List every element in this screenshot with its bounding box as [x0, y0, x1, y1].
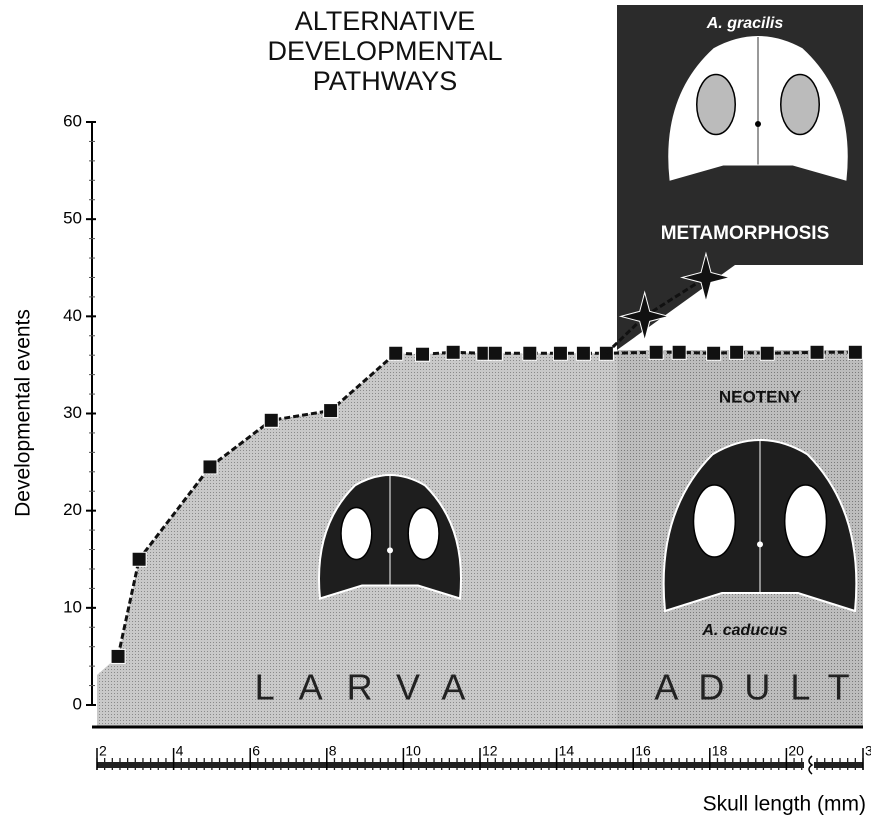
skull-orbit — [785, 485, 827, 557]
y-tick-label: 10 — [63, 597, 82, 616]
skull-foramen — [757, 541, 763, 547]
square-marker — [488, 346, 502, 360]
square-marker — [848, 345, 862, 359]
caducus-label: A. caducus — [701, 622, 787, 639]
x-tick-label: 16 — [635, 743, 651, 759]
square-marker — [707, 346, 721, 360]
larva-label: LARVA — [255, 667, 490, 708]
y-tick-label: 0 — [73, 694, 82, 713]
square-marker — [264, 413, 278, 427]
skull-orbit — [408, 508, 439, 560]
page: 0 10 20 30 40 50 60 Developmental events 2 4 6 8 10 1… — [0, 0, 871, 824]
square-marker — [111, 649, 125, 663]
x-tick-label: 30 — [865, 743, 871, 759]
x-tick-label: 14 — [559, 743, 575, 759]
square-marker — [810, 345, 824, 359]
y-axis-label: Developmental events — [12, 309, 35, 517]
x-tick-label: 20 — [788, 743, 804, 759]
skull-orbit — [781, 75, 820, 135]
skull-foramen — [387, 547, 393, 553]
square-marker — [446, 345, 460, 359]
y-tick-label: 60 — [63, 111, 82, 130]
skull-foramen — [755, 121, 761, 127]
square-marker — [416, 347, 430, 361]
square-marker — [553, 346, 567, 360]
skull-orbit — [341, 508, 372, 560]
square-marker — [132, 552, 146, 566]
x-axis-label: Skull length (mm) — [703, 793, 866, 816]
y-tick-label: 50 — [63, 209, 82, 228]
square-marker — [389, 346, 403, 360]
adult-label: ADULT — [654, 667, 869, 708]
square-marker — [523, 346, 537, 360]
chart: 0 10 20 30 40 50 60 Developmental events 2 4 6 8 10 1… — [0, 0, 871, 824]
skull-orbit — [697, 75, 736, 135]
background-layer — [97, 5, 863, 727]
y-tick-label: 20 — [63, 500, 82, 519]
x-tick-label: 18 — [712, 743, 728, 759]
y-tick-label: 40 — [63, 306, 82, 325]
square-marker — [649, 345, 663, 359]
square-marker — [324, 404, 338, 418]
x-tick-label: 2 — [99, 743, 107, 759]
square-marker — [672, 345, 686, 359]
gracilis-label: A. gracilis — [706, 15, 784, 32]
square-marker — [203, 460, 217, 474]
y-tick-label: 30 — [63, 403, 82, 422]
x-tick-label: 10 — [405, 743, 421, 759]
square-marker — [576, 346, 590, 360]
x-tick-label: 6 — [252, 743, 260, 759]
skull-orbit — [694, 485, 736, 557]
neoteny-label: NEOTENY — [719, 387, 802, 406]
chart-title: ALTERNATIVE DEVELOPMENTAL PATHWAYS — [230, 6, 540, 96]
square-marker — [760, 346, 774, 360]
x-tick-label: 8 — [329, 743, 337, 759]
metamorphosis-label: METAMORPHOSIS — [661, 223, 830, 244]
x-tick-label: 12 — [482, 743, 498, 759]
square-marker — [730, 345, 744, 359]
x-tick-label: 4 — [176, 743, 184, 759]
